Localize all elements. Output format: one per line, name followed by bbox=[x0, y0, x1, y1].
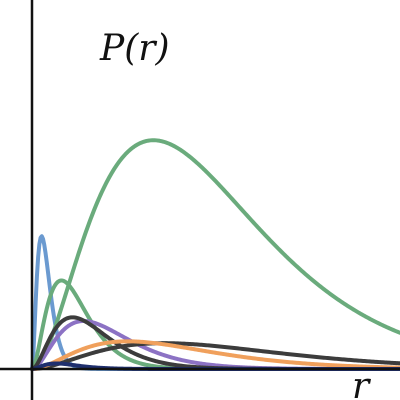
series-line-3 bbox=[30, 138, 400, 371]
x-axis-label: r bbox=[352, 366, 371, 400]
series-line-6 bbox=[30, 341, 400, 371]
series-curves bbox=[30, 138, 400, 371]
series-line-7 bbox=[30, 339, 400, 371]
y-axis-label: P(r) bbox=[99, 28, 170, 69]
